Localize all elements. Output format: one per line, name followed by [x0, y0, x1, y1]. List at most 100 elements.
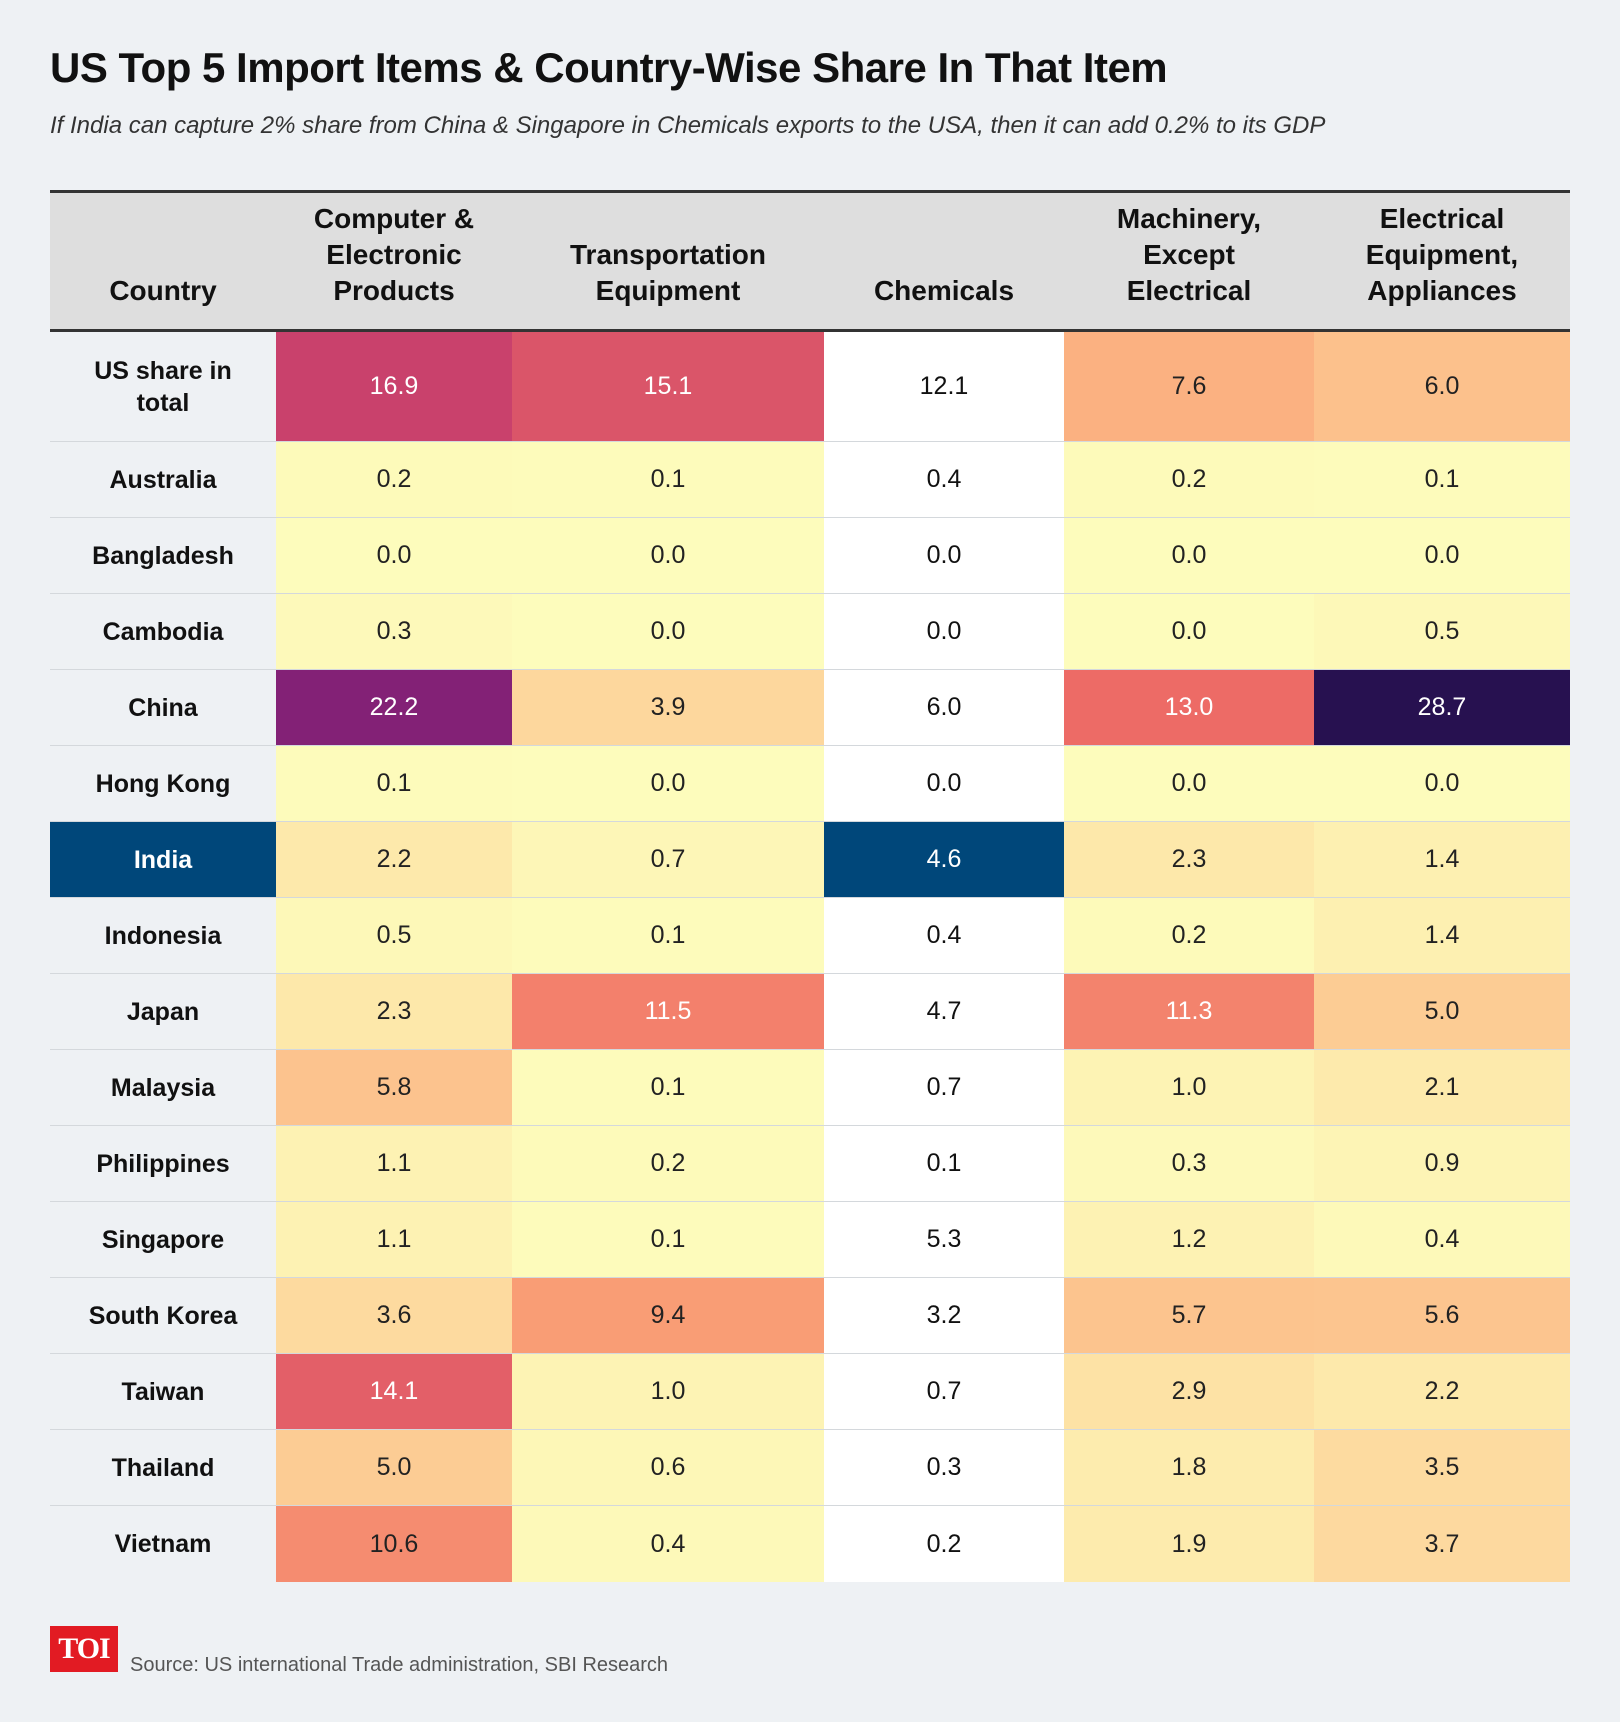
heatmap-cell: 1.0 [1064, 1050, 1314, 1125]
country-label: Taiwan [121, 1377, 205, 1406]
heatmap-cell: 5.6 [1314, 1278, 1570, 1353]
heatmap-cell: 0.0 [1064, 746, 1314, 821]
table-header: Country Computer & Electronic Products T… [50, 190, 1570, 332]
heatmap-cell: 0.0 [824, 518, 1064, 593]
heatmap-cell: 7.6 [1064, 332, 1314, 441]
country-label: South Korea [88, 1301, 238, 1330]
heatmap-cell: 0.0 [824, 594, 1064, 669]
country-label: Hong Kong [95, 769, 231, 798]
country-label: Vietnam [114, 1530, 212, 1558]
heatmap-cell: 0.4 [824, 898, 1064, 973]
country-label: Thailand [111, 1453, 215, 1482]
heatmap-cell: 0.1 [1314, 442, 1570, 517]
heatmap-cell: 1.0 [512, 1354, 824, 1429]
heatmap-cell: 6.0 [824, 670, 1064, 745]
heatmap-cell: 0.2 [512, 1126, 824, 1201]
heatmap-cell: 5.7 [1064, 1278, 1314, 1353]
table-row: China 22.2 3.9 6.0 13.0 28.7 [50, 670, 1570, 746]
country-label: India [50, 822, 276, 897]
heatmap-cell: 0.2 [1064, 442, 1314, 517]
country-label: US share in total [94, 356, 232, 417]
heatmap-cell: 3.2 [824, 1278, 1064, 1353]
heatmap-cell: 0.2 [1064, 898, 1314, 973]
heatmap-cell: 0.0 [1064, 594, 1314, 669]
heatmap-cell: 0.5 [1314, 594, 1570, 669]
heatmap-cell: 4.6 [824, 822, 1064, 897]
column-header-machinery: Machinery, Except Electrical [1116, 203, 1262, 306]
heatmap-cell: 0.3 [276, 594, 512, 669]
heatmap-cell: 0.7 [512, 822, 824, 897]
chart-title: US Top 5 Import Items & Country-Wise Sha… [50, 44, 1168, 91]
country-label: Philippines [96, 1149, 230, 1178]
table-row: South Korea 3.6 9.4 3.2 5.7 5.6 [50, 1278, 1570, 1354]
column-header-transportation: Transportation Equipment [569, 239, 766, 306]
heatmap-cell: 6.0 [1314, 332, 1570, 441]
heatmap-cell: 0.0 [276, 518, 512, 593]
table-row: India 2.2 0.7 4.6 2.3 1.4 [50, 822, 1570, 898]
heatmap-cell: 0.4 [824, 442, 1064, 517]
table-row: Malaysia 5.8 0.1 0.7 1.0 2.1 [50, 1050, 1570, 1126]
heatmap-cell: 1.8 [1064, 1430, 1314, 1505]
heatmap-cell: 2.9 [1064, 1354, 1314, 1429]
heatmap-cell: 0.1 [512, 1050, 824, 1125]
country-label: Japan [126, 997, 200, 1026]
heatmap-cell: 0.4 [512, 1506, 824, 1582]
column-header-electrical-equipment: Electrical Equipment, Appliances [1365, 203, 1519, 306]
heatmap-cell: 3.5 [1314, 1430, 1570, 1505]
table-row: Indonesia 0.5 0.1 0.4 0.2 1.4 [50, 898, 1570, 974]
heatmap-cell: 10.6 [276, 1506, 512, 1582]
table-row: Australia 0.2 0.1 0.4 0.2 0.1 [50, 442, 1570, 518]
heatmap-cell: 13.0 [1064, 670, 1314, 745]
heatmap-cell: 3.9 [512, 670, 824, 745]
table-row: US share in total 16.9 15.1 12.1 7.6 6.0 [50, 332, 1570, 442]
heatmap-cell: 0.7 [824, 1050, 1064, 1125]
heatmap-cell: 1.9 [1064, 1506, 1314, 1582]
heatmap-cell: 9.4 [512, 1278, 824, 1353]
country-label: Malaysia [110, 1073, 216, 1102]
heatmap-cell: 0.1 [824, 1126, 1064, 1201]
heatmap-cell: 3.6 [276, 1278, 512, 1353]
heatmap-cell: 0.3 [824, 1430, 1064, 1505]
heatmap-cell: 0.7 [824, 1354, 1064, 1429]
heatmap-cell: 5.0 [1314, 974, 1570, 1049]
table-row: Thailand 5.0 0.6 0.3 1.8 3.5 [50, 1430, 1570, 1506]
country-label: Indonesia [104, 921, 222, 950]
heatmap-cell: 0.3 [1064, 1126, 1314, 1201]
heatmap-cell: 0.1 [276, 746, 512, 821]
heatmap-cell: 15.1 [512, 332, 824, 441]
heatmap-cell: 0.0 [512, 518, 824, 593]
heatmap-cell: 28.7 [1314, 670, 1570, 745]
heatmap-cell: 0.2 [824, 1506, 1064, 1582]
heatmap-cell: 0.0 [1314, 746, 1570, 821]
heatmap-cell: 0.6 [512, 1430, 824, 1505]
heatmap-cell: 1.1 [276, 1126, 512, 1201]
heatmap-cell: 11.5 [512, 974, 824, 1049]
heatmap-cell: 1.4 [1314, 822, 1570, 897]
heatmap-cell: 0.4 [1314, 1202, 1570, 1277]
heatmap-cell: 2.3 [276, 974, 512, 1049]
column-header-computer-electronic: Computer & Electronic Products [313, 203, 475, 306]
country-label: China [128, 693, 198, 722]
heatmap-cell: 22.2 [276, 670, 512, 745]
heatmap-cell: 0.0 [512, 594, 824, 669]
heatmap-cell: 2.2 [1314, 1354, 1570, 1429]
heatmap-cell: 2.2 [276, 822, 512, 897]
heatmap-cell: 16.9 [276, 332, 512, 441]
table-row: Japan 2.3 11.5 4.7 11.3 5.0 [50, 974, 1570, 1050]
heatmap-cell: 0.2 [276, 442, 512, 517]
heatmap-cell: 0.0 [1314, 518, 1570, 593]
heatmap-cell: 0.9 [1314, 1126, 1570, 1201]
heatmap-cell: 0.1 [512, 442, 824, 517]
table-row: Philippines 1.1 0.2 0.1 0.3 0.9 [50, 1126, 1570, 1202]
chart-subtitle: If India can capture 2% share from China… [50, 112, 1326, 139]
heatmap-cell: 5.3 [824, 1202, 1064, 1277]
heatmap-cell: 1.4 [1314, 898, 1570, 973]
country-label: Cambodia [102, 617, 224, 646]
source-note: Source: US international Trade administr… [130, 1654, 669, 1676]
table-row: Vietnam 10.6 0.4 0.2 1.9 3.7 [50, 1506, 1570, 1582]
heatmap-cell: 0.1 [512, 1202, 824, 1277]
heatmap-cell: 0.5 [276, 898, 512, 973]
heatmap-cell: 1.2 [1064, 1202, 1314, 1277]
heatmap-cell: 5.8 [276, 1050, 512, 1125]
heatmap-cell: 4.7 [824, 974, 1064, 1049]
